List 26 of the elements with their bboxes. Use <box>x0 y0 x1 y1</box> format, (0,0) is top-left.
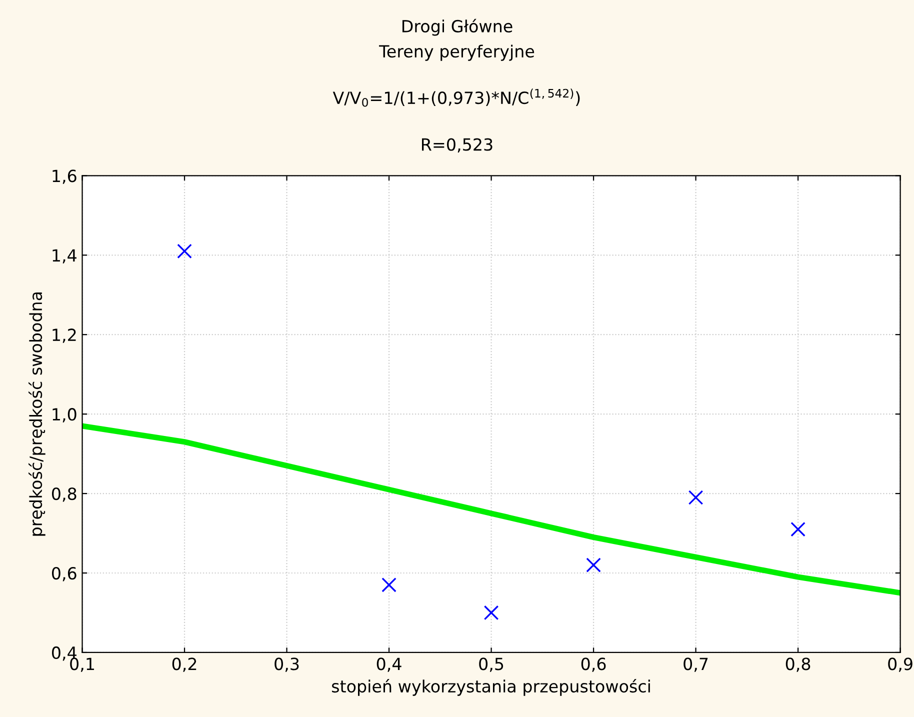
point <box>790 522 806 537</box>
point <box>688 490 704 505</box>
y-tick-label: 1,6 <box>52 170 76 184</box>
x-tick-label: 0,8 <box>786 658 810 672</box>
point <box>484 605 499 620</box>
y-tick-label: 0,6 <box>52 566 76 582</box>
chart-subtitle: Tereny peryferyjne <box>379 44 534 61</box>
text: V/V$_{0}$=1/(1+(0,973)*N/C$^{(1,542)}$) <box>332 88 580 107</box>
y-axis-title: prędkość/prędkość swobodna <box>28 292 46 536</box>
x-tick-label: 0,4 <box>376 658 402 672</box>
y-tick-label: 1,4 <box>52 249 76 264</box>
x-tick-label: 0,5 <box>479 658 504 672</box>
text: R=0,523 <box>422 138 492 153</box>
x-tick-label: 0,2 <box>172 658 196 672</box>
x-axis-title: stopień wykorzystania przepustowości <box>332 679 650 696</box>
point <box>177 244 192 259</box>
chart-title: Drogi Główne <box>402 18 512 36</box>
y-tick-label: 0,8 <box>52 487 76 502</box>
y-tick-label: 1,2 <box>52 328 76 343</box>
x-tick-label: 0,7 <box>684 658 708 672</box>
point <box>586 558 601 572</box>
point <box>382 578 396 592</box>
x-tick-label: 0,6 <box>581 658 606 672</box>
x-tick-label: 0,3 <box>274 658 299 672</box>
x-tick-label: 0,9 <box>888 658 912 672</box>
y-tick-label: 1,0 <box>52 408 76 422</box>
